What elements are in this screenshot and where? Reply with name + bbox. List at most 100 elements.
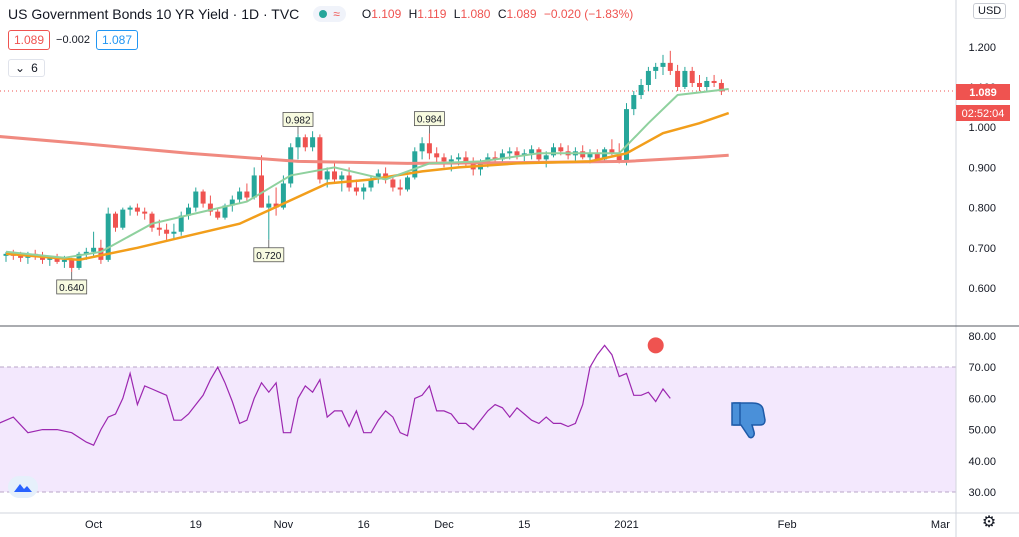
candle-body <box>580 151 586 158</box>
candle <box>295 134 301 160</box>
indicators-toggle[interactable]: ⌄ 6 <box>8 59 45 77</box>
trade-buttons: 1.089 −0.002 1.087 <box>8 30 139 50</box>
time-tick-label: Oct <box>85 519 102 531</box>
marker-box <box>282 112 314 127</box>
price-markers: 0.640 0.720 0.982 0.984 <box>56 111 445 295</box>
open-value: 1.109 <box>371 7 402 21</box>
candle <box>426 133 432 160</box>
candle <box>704 76 710 92</box>
candle-body <box>631 95 637 110</box>
candle-body <box>448 159 454 162</box>
symbol-title[interactable]: US Government Bonds 10 YR Yield · 1D · T… <box>8 6 300 22</box>
candle-body <box>259 175 264 208</box>
candle-body <box>718 82 724 92</box>
candle-body <box>113 213 118 228</box>
price-marker: 0.982 <box>282 112 314 135</box>
candle-body <box>215 211 221 218</box>
candle <box>624 103 629 166</box>
candle-body <box>507 151 513 154</box>
candle-body <box>426 143 432 154</box>
countdown-tag: 02:52:04 <box>956 105 1010 121</box>
market-open-icon <box>319 10 328 18</box>
marker-box <box>253 247 285 263</box>
marker-label: 0.982 <box>285 115 310 126</box>
candle-body <box>361 187 367 192</box>
candle <box>302 134 308 152</box>
price-tag-value: 1.089 <box>969 87 997 99</box>
candle <box>215 207 221 220</box>
candle-body <box>667 62 673 71</box>
candle <box>207 195 213 216</box>
price-tick-label: 0.900 <box>968 162 996 174</box>
candle-body <box>69 259 75 268</box>
candle-body <box>324 171 330 180</box>
price-tick-label: 0.600 <box>968 283 996 295</box>
candle <box>251 167 257 200</box>
candle-body <box>594 153 600 160</box>
candle <box>718 79 724 96</box>
chevron-down-icon: ⌄ <box>15 61 26 75</box>
candle-body <box>645 70 651 85</box>
candle <box>237 187 243 204</box>
marker-box <box>413 111 445 127</box>
price-marker: 0.984 <box>413 111 445 134</box>
time-tick-label: Mar <box>931 519 950 531</box>
candle-body <box>492 157 498 160</box>
rsi-peak-marker <box>647 337 664 354</box>
currency-button[interactable]: USD <box>973 3 1007 19</box>
ma-fast-line <box>5 88 729 259</box>
candle-body <box>456 157 462 160</box>
candle-body <box>193 191 199 208</box>
candle-body <box>149 213 155 228</box>
ma-slow-line <box>0 135 729 165</box>
price-tick-label: 1.200 <box>968 42 996 54</box>
candle-body <box>536 149 542 160</box>
status-badges[interactable]: ≈ <box>313 6 346 22</box>
candle <box>667 50 673 75</box>
candle-body <box>624 109 629 162</box>
candle-body <box>543 155 549 160</box>
candle-body <box>602 149 608 160</box>
candle-body <box>653 66 659 71</box>
price-tick-label: 0.800 <box>968 203 996 215</box>
candle-body <box>616 153 622 162</box>
sell-button[interactable]: 1.089 <box>8 30 51 50</box>
candle-body <box>98 247 104 260</box>
candle-body <box>353 187 359 192</box>
candle-body <box>368 179 374 188</box>
candle-body <box>288 147 294 184</box>
candle-body <box>295 137 301 148</box>
marker-label: 0.640 <box>59 283 84 294</box>
candle-body <box>514 151 520 156</box>
buy-button[interactable]: 1.087 <box>95 30 139 50</box>
time-axis[interactable]: Oct 19 Nov 16 Dec 15 2021 Feb Mar <box>85 519 950 531</box>
candle <box>288 143 294 188</box>
low-label: L <box>453 7 461 21</box>
gear-icon[interactable]: ⚙ <box>981 514 997 531</box>
candle-body <box>697 82 702 87</box>
candle-body <box>405 177 410 190</box>
time-tick-label: 19 <box>190 519 202 531</box>
candle-body <box>704 80 710 87</box>
rsi-axis[interactable]: 30.00 40.00 50.00 60.00 70.00 80.00 <box>968 331 996 499</box>
mountain-icon <box>14 484 32 492</box>
time-tick-label: 16 <box>358 519 370 531</box>
candle-body <box>237 191 243 200</box>
candle-body <box>551 147 556 156</box>
candle-body <box>434 153 440 158</box>
candle <box>91 231 97 256</box>
candle <box>266 195 272 240</box>
candle-body <box>558 147 564 152</box>
indicator-count: 6 <box>31 61 38 75</box>
candle-body <box>375 173 381 180</box>
rsi-tick-label: 60.00 <box>968 393 996 405</box>
candle-body <box>61 259 67 262</box>
tradingview-logo-icon[interactable] <box>8 476 38 498</box>
candle <box>134 203 140 216</box>
rsi-tick-label: 30.00 <box>968 487 996 499</box>
marker-label: 0.720 <box>256 251 281 262</box>
candle-body <box>638 84 644 96</box>
candle <box>631 91 637 116</box>
candle <box>259 155 264 208</box>
